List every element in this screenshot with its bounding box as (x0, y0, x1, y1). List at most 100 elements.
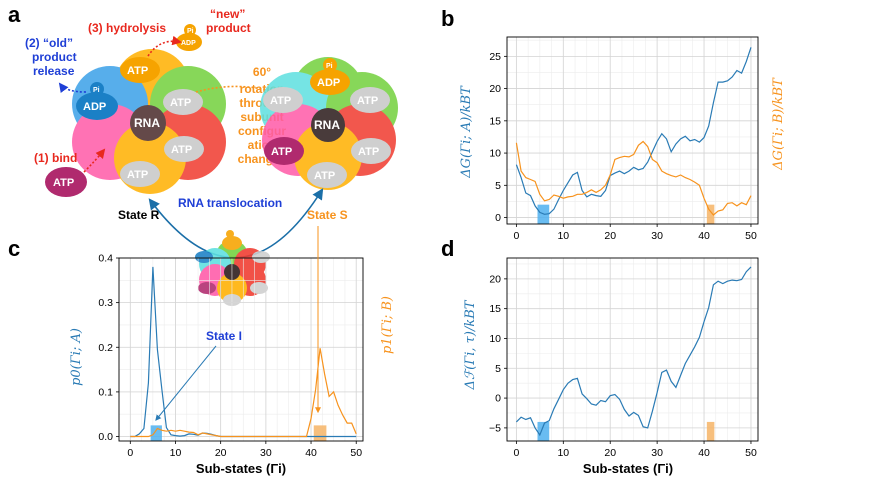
xtick-label-c: 50 (350, 447, 362, 459)
ytick-label-d: 10 (489, 333, 501, 345)
atp-right-s: ATP (350, 87, 390, 113)
ytick-label-c: 0.1 (98, 386, 113, 398)
xtick-label-b: 20 (604, 230, 616, 242)
xtick-label-b: 10 (557, 230, 569, 242)
atp-right-r: ATP (163, 89, 203, 115)
svg-text:ATP: ATP (270, 95, 291, 107)
chart-d: 0 10 20 30 40 50 −5 0 5 10 15 20 (489, 257, 759, 459)
svg-text:ATP: ATP (53, 177, 74, 189)
xtick-label-c: 10 (170, 447, 182, 459)
bind-label: (1) bind (34, 151, 77, 165)
svg-text:ATP: ATP (127, 169, 148, 181)
new-product-label-1: “new” (210, 7, 245, 21)
highlight-c-1 (313, 425, 327, 441)
state-r-label: State R (118, 208, 160, 222)
xtick-label-c: 40 (305, 447, 317, 459)
xtick-label-c: 30 (260, 447, 272, 459)
state-i-label: State I (206, 329, 242, 343)
series-c-B (130, 348, 357, 438)
ytick-label-b: 15 (489, 115, 501, 127)
svg-text:ATP: ATP (271, 146, 292, 158)
xtick-label-c: 20 (215, 447, 227, 459)
atp-lowright-r: ATP (164, 136, 204, 162)
svg-text:Pi: Pi (326, 63, 333, 70)
ytick-label-b: 0 (495, 212, 501, 224)
old-release-label-3: release (33, 64, 75, 78)
adp-left-r: ADP Pi (76, 82, 118, 120)
panel-a-letter: a (8, 2, 21, 27)
adp-top-s: ADP Pi (310, 58, 350, 95)
highlight-c-0 (150, 425, 162, 441)
chart-b-ylabel-right: ΔG(Γi; B)/kBT (771, 77, 786, 171)
atp-left-s: ATP (263, 87, 303, 113)
rna-label-s: RNA (314, 118, 340, 132)
ytick-label-c: 0.0 (98, 431, 113, 443)
old-release-label-1: (2) “old” (25, 36, 73, 50)
xtick-label-b: 50 (745, 230, 757, 242)
xtick-label-b: 0 (513, 230, 519, 242)
svg-text:ADP: ADP (181, 40, 196, 47)
ytick-label-d: 15 (489, 303, 501, 315)
highlight-b-1 (706, 204, 715, 224)
atp-bind-s: ATP (264, 137, 304, 165)
xtick-label-d: 40 (698, 447, 710, 459)
series-d-F (515, 266, 752, 437)
ytick-label-c: 0.3 (98, 297, 113, 309)
state-s-label: State S (307, 208, 348, 222)
svg-text:ATP: ATP (127, 65, 148, 77)
hexamer-state-i (195, 230, 270, 306)
xtick-label-d: 30 (651, 447, 663, 459)
ytick-label-c: 0.2 (98, 342, 113, 354)
atp-bottom-r: ATP (120, 161, 160, 187)
atp-top-r: ATP (120, 57, 160, 83)
xtick-label-d: 50 (745, 447, 757, 459)
svg-text:Pi: Pi (187, 28, 194, 35)
atp-bottom-s: ATP (307, 162, 347, 188)
ytick-label-c: 0.4 (98, 253, 113, 265)
xtick-label-d: 0 (513, 447, 519, 459)
rna-translocation-label: RNA translocation (178, 196, 282, 210)
panel-b-letter: b (441, 6, 454, 31)
ytick-label-d: 0 (495, 393, 501, 405)
release-arrow (58, 82, 87, 94)
old-release-label-2: product (32, 50, 77, 64)
ytick-label-d: −5 (489, 422, 501, 434)
adp-new-product: ADP Pi (176, 24, 202, 51)
ytick-label-b: 10 (489, 148, 501, 160)
frame-b (506, 36, 759, 225)
hexamer-state-r (72, 49, 226, 194)
panel-d-letter: d (441, 236, 454, 261)
ytick-label-d: 5 (495, 363, 501, 375)
chart-d-xlabel: Sub-states (Γi) (583, 461, 673, 476)
svg-text:ADP: ADP (317, 77, 340, 89)
ytick-label-b: 25 (489, 51, 501, 63)
svg-text:ATP: ATP (171, 144, 192, 156)
hydrolysis-label: (3) hydrolysis (88, 21, 166, 35)
ytick-label-b: 5 (495, 180, 501, 192)
atp-lowright-s: ATP (351, 138, 391, 164)
xtick-label-b: 40 (698, 230, 710, 242)
svg-text:60°: 60° (253, 65, 271, 79)
series-b-A (515, 47, 752, 215)
chart-c-ylabel-right: p1(Γi; B) (380, 296, 395, 354)
chart-d-ylabel-left: Δℱ(Γi, τ)/kBT (463, 299, 478, 390)
chart-b-ylabel-left: ΔG(Γi; A)/kBT (459, 85, 474, 179)
rna-label-r: RNA (134, 116, 160, 130)
ytick-label-b: 20 (489, 83, 501, 95)
chart-c: 0 10 20 30 40 50 0.0 0.1 0.2 0.3 0.4 (98, 253, 364, 459)
ytick-label-d: 20 (489, 273, 501, 285)
highlight-d-1 (706, 421, 715, 441)
chart-b: 0 10 20 30 40 50 0 5 10 15 20 25 (489, 36, 759, 242)
xtick-label-d: 10 (557, 447, 569, 459)
svg-text:ATP: ATP (357, 95, 378, 107)
panel-a-diagram: RNA ATP ADP Pi ATP ATP ATP ATP ADP Pi (3… (25, 7, 398, 306)
new-product-label-2: product (206, 21, 251, 35)
svg-text:ATP: ATP (170, 97, 191, 109)
svg-text:ATP: ATP (314, 170, 335, 182)
svg-text:Pi: Pi (93, 87, 100, 94)
svg-text:ADP: ADP (83, 101, 106, 113)
xtick-label-d: 20 (604, 447, 616, 459)
chart-c-xlabel: Sub-states (Γi) (196, 461, 286, 476)
chart-c-ylabel-left: p0(Γi; A) (69, 328, 84, 386)
